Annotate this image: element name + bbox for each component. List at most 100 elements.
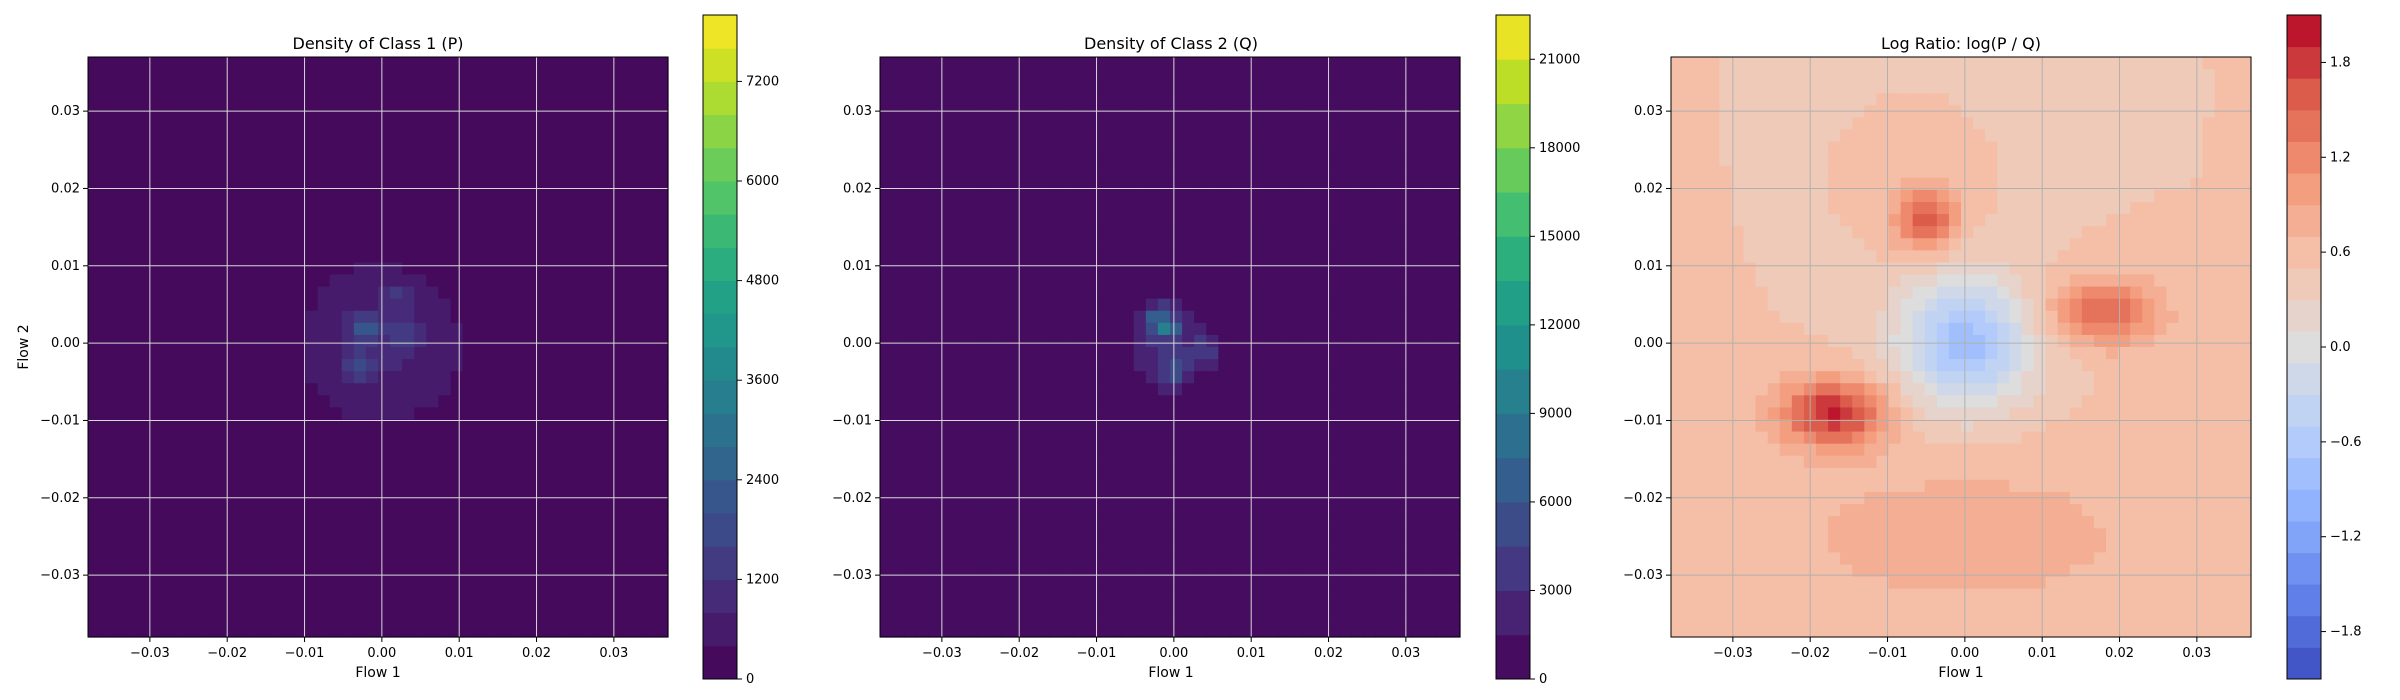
heatmap-cell [402, 467, 415, 481]
heatmap-cell [281, 528, 295, 541]
heatmap-cell [1266, 141, 1280, 155]
heatmap-cell [880, 588, 893, 602]
heatmap-cell [1218, 117, 1232, 131]
heatmap-cell [1266, 274, 1280, 288]
heatmap-cell [1351, 141, 1364, 155]
heatmap-cell [1049, 310, 1062, 324]
heatmap-cell [904, 492, 917, 505]
heatmap-cell [184, 177, 198, 191]
heatmap-cell [928, 298, 942, 312]
heatmap-cell [655, 455, 669, 469]
heatmap-cell [317, 117, 331, 131]
heatmap-cell [523, 250, 536, 264]
heatmap-cell [1290, 57, 1304, 70]
heatmap-cell [1411, 455, 1425, 469]
heatmap-cell [916, 189, 929, 203]
heatmap-cell [1218, 624, 1232, 638]
heatmap-cell [1315, 504, 1328, 517]
heatmap-cell [353, 383, 367, 396]
heatmap-cell [112, 286, 125, 300]
heatmap-cell [438, 612, 452, 626]
heatmap-cell [1097, 57, 1111, 70]
heatmap-cell [450, 177, 464, 191]
heatmap-cell [196, 443, 210, 457]
heatmap-cell [293, 57, 307, 70]
heatmap-cell [1375, 564, 1389, 578]
heatmap-cell [196, 202, 210, 215]
heatmap-cell [208, 407, 222, 421]
heatmap-cell [1411, 516, 1425, 529]
heatmap-cell [305, 298, 319, 312]
heatmap-cell [1182, 467, 1195, 481]
heatmap-cell [583, 226, 597, 239]
heatmap-cell [1121, 238, 1135, 251]
heatmap-cell [1912, 105, 1926, 119]
heatmap-cell [2069, 81, 2083, 94]
heatmap-cell [1447, 347, 1461, 360]
heatmap-cell [1037, 93, 1050, 106]
heatmap-cell [1182, 504, 1195, 517]
heatmap-cell [1315, 81, 1328, 94]
heatmap-cell [1876, 57, 1890, 70]
heatmap-cell [1037, 57, 1050, 70]
heatmap-cell [559, 600, 572, 614]
heatmap-cell [462, 504, 476, 517]
heatmap-cell [976, 334, 990, 348]
heatmap-cell [148, 479, 162, 493]
heatmap-cell [1157, 189, 1171, 203]
heatmap-cell [148, 576, 162, 590]
heatmap-cell [233, 540, 246, 554]
heatmap-cell [547, 165, 560, 179]
heatmap-cell [595, 431, 609, 445]
heatmap-cell [1315, 383, 1328, 396]
heatmap-cell [2009, 81, 2023, 94]
heatmap-cell [892, 552, 905, 566]
heatmap-cell [535, 69, 548, 82]
heatmap-cell [1194, 93, 1207, 106]
heatmap-cell [631, 504, 645, 517]
heatmap-cell [378, 407, 391, 421]
heatmap-cell [1194, 141, 1207, 155]
heatmap-cell [148, 129, 162, 143]
heatmap-cell [353, 624, 367, 638]
heatmap-cell [1049, 576, 1062, 590]
heatmap-cell [583, 81, 597, 94]
heatmap-cell [1037, 624, 1050, 638]
heatmap-cell [583, 564, 597, 578]
heatmap-cell [1435, 165, 1449, 179]
heatmap-cell [1339, 334, 1352, 348]
heatmap-cell [2214, 57, 2228, 70]
heatmap-cell [414, 371, 427, 384]
heatmap-cell [1266, 600, 1280, 614]
heatmap-cell [1327, 516, 1340, 529]
heatmap-cell [964, 250, 978, 264]
heatmap-cell [1170, 407, 1183, 421]
colorbar-segment [703, 645, 737, 680]
heatmap-cell [940, 69, 954, 82]
heatmap-cell [160, 347, 174, 360]
heatmap-cell [1121, 455, 1135, 469]
heatmap-cell [1302, 588, 1316, 602]
heatmap-cell [1073, 600, 1087, 614]
heatmap-cell [329, 395, 343, 409]
heatmap-cell [450, 238, 464, 251]
heatmap-cell [196, 250, 210, 264]
heatmap-cell [655, 431, 669, 445]
heatmap-cell [305, 528, 319, 541]
heatmap-cell [233, 455, 246, 469]
heatmap-cell [1363, 419, 1377, 433]
heatmap-cell [1266, 202, 1280, 215]
heatmap-cell [643, 141, 657, 155]
heatmap-cell [245, 177, 258, 191]
heatmap-cell [2081, 93, 2095, 106]
heatmap-cell [269, 467, 282, 481]
heatmap-cell [1049, 286, 1062, 300]
heatmap-cell [964, 407, 978, 421]
heatmap-cell [486, 262, 500, 276]
heatmap-cell [1037, 612, 1050, 626]
heatmap-cell [643, 383, 657, 396]
heatmap-cell [100, 347, 113, 360]
heatmap-cell [414, 117, 427, 131]
heatmap-cell [1266, 177, 1280, 191]
heatmap-cell [1363, 165, 1377, 179]
